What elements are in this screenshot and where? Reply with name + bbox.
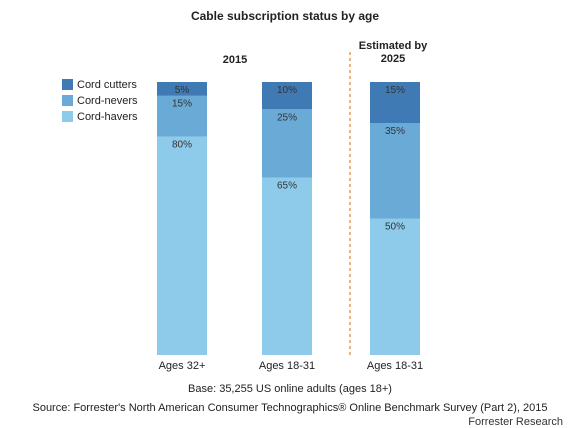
data-label-cord-nevers-2: 25% xyxy=(277,112,297,123)
data-label-cord-cutters-2: 10% xyxy=(277,85,297,96)
bar-segment-cord-nevers-1 xyxy=(157,95,207,137)
bar-segment-cord-cutters-2 xyxy=(262,82,312,110)
x-tick-label-1: Ages 32+ xyxy=(159,360,206,372)
bar-segment-cord-cutters-3 xyxy=(370,82,420,123)
legend-item-cord-havers: Cord-havers xyxy=(62,111,138,123)
x-tick-label-3: Ages 18-31 xyxy=(367,360,423,372)
bar-segment-cord-havers-2 xyxy=(262,177,312,355)
bar-segment-cord-nevers-2 xyxy=(262,109,312,178)
bars: 80% 15% 5% 65% 25% 10% 50% 35% 15% xyxy=(157,82,420,355)
bar-segment-cord-nevers-3 xyxy=(370,123,420,219)
data-label-cord-havers-1: 80% xyxy=(172,140,192,151)
group-label-2025: Estimated by 2025 xyxy=(359,40,428,65)
bar-segment-cord-cutters-1 xyxy=(157,82,207,96)
group-label-2015: 2015 xyxy=(223,54,247,66)
bar-segment-cord-havers-1 xyxy=(157,136,207,355)
legend-swatch-cord-nevers xyxy=(62,95,73,106)
credit-label: Forrester Research xyxy=(468,416,563,428)
data-label-cord-nevers-1: 15% xyxy=(172,99,192,110)
legend-swatch-cord-havers xyxy=(62,111,73,122)
data-label-cord-cutters-1: 5% xyxy=(175,85,190,96)
legend-item-cord-nevers: Cord-nevers xyxy=(62,95,138,107)
bar-segment-cord-havers-3 xyxy=(370,218,420,355)
legend-label-cord-havers: Cord-havers xyxy=(77,111,138,123)
legend-label-cord-nevers: Cord-nevers xyxy=(77,95,138,107)
legend-item-cord-cutters: Cord cutters xyxy=(62,79,137,91)
x-axis-tick-labels: Ages 32+ Ages 18-31 Ages 18-31 xyxy=(159,360,424,372)
data-label-cord-havers-2: 65% xyxy=(277,181,297,192)
legend: Cord cutters Cord-nevers Cord-havers xyxy=(62,79,138,123)
footnote-base: Base: 35,255 US online adults (ages 18+) xyxy=(188,383,392,395)
data-label-cord-cutters-3: 15% xyxy=(385,85,405,96)
chart-title: Cable subscription status by age xyxy=(191,9,379,23)
legend-label-cord-cutters: Cord cutters xyxy=(77,79,137,91)
legend-swatch-cord-cutters xyxy=(62,79,73,90)
data-label-cord-nevers-3: 35% xyxy=(385,126,405,137)
footnote-source: Source: Forrester's North American Consu… xyxy=(32,402,547,414)
x-tick-label-2: Ages 18-31 xyxy=(259,360,315,372)
data-label-cord-havers-3: 50% xyxy=(385,222,405,233)
